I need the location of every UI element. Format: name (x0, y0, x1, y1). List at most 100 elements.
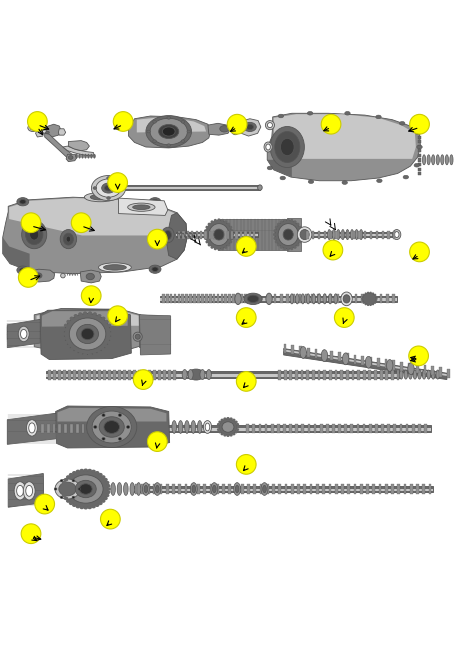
Bar (346, 231, 349, 238)
Ellipse shape (68, 342, 71, 345)
Circle shape (236, 237, 256, 256)
Bar (197, 484, 199, 493)
Ellipse shape (86, 349, 89, 351)
Bar (273, 294, 276, 304)
Bar (230, 231, 233, 238)
Ellipse shape (296, 223, 299, 226)
Ellipse shape (184, 420, 189, 434)
Bar (220, 294, 223, 304)
Ellipse shape (60, 229, 76, 249)
Ellipse shape (106, 443, 110, 447)
Ellipse shape (362, 293, 375, 305)
Bar (87, 424, 90, 433)
Ellipse shape (293, 246, 296, 249)
Ellipse shape (133, 332, 142, 341)
Polygon shape (36, 310, 139, 326)
Ellipse shape (84, 193, 116, 202)
Ellipse shape (262, 486, 266, 493)
Ellipse shape (218, 420, 221, 423)
Ellipse shape (106, 490, 110, 494)
Ellipse shape (205, 240, 208, 244)
Ellipse shape (149, 265, 161, 273)
Ellipse shape (449, 155, 452, 165)
Bar (284, 484, 287, 493)
Bar (386, 231, 389, 238)
Ellipse shape (93, 352, 97, 355)
Ellipse shape (210, 246, 213, 249)
Bar (306, 348, 309, 357)
Ellipse shape (232, 433, 235, 436)
Bar (354, 294, 357, 304)
Ellipse shape (68, 156, 73, 160)
Ellipse shape (103, 265, 126, 270)
Bar (252, 424, 254, 433)
Ellipse shape (117, 483, 121, 495)
Ellipse shape (295, 294, 298, 304)
Bar (232, 294, 234, 304)
Ellipse shape (42, 130, 47, 133)
Bar (323, 371, 325, 380)
Ellipse shape (233, 483, 240, 495)
Bar (334, 484, 337, 493)
Bar (64, 424, 67, 433)
Ellipse shape (187, 369, 193, 380)
Bar (283, 344, 286, 353)
Ellipse shape (118, 438, 121, 440)
Ellipse shape (267, 123, 272, 127)
Ellipse shape (187, 130, 190, 133)
Ellipse shape (192, 486, 195, 493)
Ellipse shape (72, 503, 76, 507)
Ellipse shape (273, 229, 276, 233)
Ellipse shape (197, 420, 202, 434)
Ellipse shape (117, 408, 121, 411)
Bar (358, 231, 360, 238)
Ellipse shape (317, 294, 320, 304)
Ellipse shape (299, 237, 302, 240)
Bar (345, 353, 348, 363)
Ellipse shape (230, 121, 240, 135)
Ellipse shape (199, 369, 205, 380)
Ellipse shape (205, 225, 208, 229)
Circle shape (334, 307, 354, 327)
Bar (300, 371, 303, 380)
Ellipse shape (60, 496, 63, 499)
Ellipse shape (105, 320, 109, 323)
Ellipse shape (61, 490, 66, 494)
Bar (53, 371, 56, 380)
Bar (213, 231, 215, 238)
Ellipse shape (217, 248, 220, 251)
Circle shape (147, 432, 167, 451)
Bar (169, 294, 172, 304)
Bar (373, 371, 376, 380)
Bar (379, 294, 382, 304)
Ellipse shape (86, 273, 94, 280)
Bar (39, 428, 430, 430)
Ellipse shape (147, 130, 150, 133)
Bar (329, 351, 332, 360)
Ellipse shape (375, 115, 380, 119)
Ellipse shape (364, 292, 366, 294)
Bar (132, 489, 432, 491)
Ellipse shape (210, 483, 217, 495)
Ellipse shape (103, 342, 106, 345)
Bar (417, 149, 420, 152)
Ellipse shape (68, 321, 71, 325)
Ellipse shape (98, 501, 102, 505)
Ellipse shape (106, 337, 110, 340)
Bar (46, 371, 400, 378)
Polygon shape (139, 315, 168, 348)
Bar (234, 484, 237, 493)
Ellipse shape (130, 432, 134, 435)
Ellipse shape (98, 442, 102, 444)
Ellipse shape (102, 408, 106, 411)
Bar (159, 298, 396, 301)
Bar (108, 371, 111, 380)
Ellipse shape (130, 419, 134, 422)
Ellipse shape (28, 124, 38, 131)
Bar (133, 371, 136, 380)
Ellipse shape (274, 221, 301, 249)
Bar (399, 361, 402, 371)
Bar (76, 424, 78, 433)
Ellipse shape (136, 483, 141, 495)
Bar (301, 424, 303, 433)
